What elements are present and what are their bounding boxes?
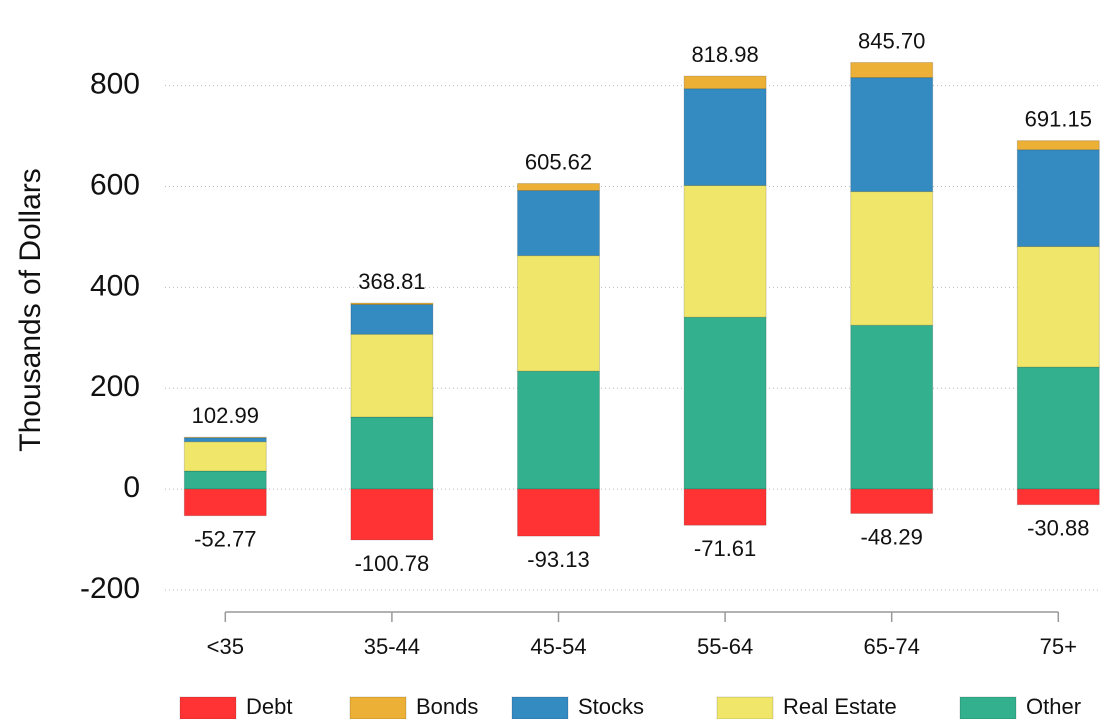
bar-segment	[517, 255, 600, 372]
bar-segment	[517, 182, 600, 192]
bar-segment	[350, 333, 434, 418]
legend-swatch	[179, 696, 237, 720]
bar-segment	[350, 302, 434, 306]
total-label: 368.81	[358, 269, 425, 294]
bar-segment	[1016, 140, 1100, 151]
bar-segment	[683, 488, 767, 526]
bar-segment	[683, 88, 767, 187]
bar-segment	[850, 61, 934, 79]
bar-segment	[1016, 246, 1100, 368]
legend-label: Debt	[246, 694, 292, 719]
total-label: 102.99	[192, 403, 259, 428]
debt-label: -30.88	[1027, 516, 1089, 541]
y-tick-label: 200	[90, 370, 140, 403]
bar-segment	[517, 488, 600, 537]
bar-segment	[850, 191, 934, 326]
x-tick-label: 55-64	[697, 634, 753, 659]
bar-segment	[517, 370, 600, 490]
debt-label: -52.77	[194, 527, 256, 552]
y-tick-label: 400	[90, 269, 140, 302]
bar-segment	[1016, 488, 1100, 506]
legend-swatch	[716, 696, 774, 720]
bar-segment	[183, 436, 267, 439]
bar-segment	[183, 437, 267, 443]
debt-label: -48.29	[861, 524, 923, 549]
debt-label: -71.61	[694, 536, 756, 561]
legend-label: Bonds	[416, 694, 478, 719]
bar-segment	[850, 488, 934, 514]
total-label: 605.62	[525, 149, 592, 174]
y-tick-label: -200	[80, 572, 140, 605]
y-tick-label: 800	[90, 68, 140, 101]
bar-segment	[183, 470, 267, 490]
legend-swatch	[349, 696, 407, 720]
legend-label: Real Estate	[783, 694, 897, 719]
x-tick-label: 75+	[1040, 634, 1077, 659]
bar-segment	[1016, 366, 1100, 490]
legend-swatch	[959, 696, 1017, 720]
x-tick-label: <35	[207, 634, 244, 659]
bar-segment	[850, 324, 934, 490]
y-tick-label: 0	[123, 471, 140, 504]
bar-segment	[183, 441, 267, 472]
bar-segment	[183, 488, 267, 517]
bar-segment	[350, 416, 434, 490]
legend-label: Stocks	[578, 694, 644, 719]
y-axis-title: Thousands of Dollars	[14, 168, 47, 451]
debt-label: -100.78	[355, 551, 430, 576]
total-label: 845.70	[858, 28, 925, 53]
bar-segment	[517, 190, 600, 257]
bar-segment	[850, 77, 934, 193]
total-label: 691.15	[1025, 106, 1092, 131]
x-tick-label: 35-44	[364, 634, 420, 659]
bar-segment	[683, 316, 767, 490]
bar-segment	[683, 185, 767, 318]
x-tick-label: 45-54	[530, 634, 586, 659]
bar-segment	[350, 488, 434, 541]
bar-segment	[350, 304, 434, 335]
debt-label: -93.13	[527, 547, 589, 572]
x-tick-label: 65-74	[864, 634, 920, 659]
legend-swatch	[511, 696, 569, 720]
bar-segment	[1016, 149, 1100, 248]
y-tick-label: 600	[90, 168, 140, 201]
total-label: 818.98	[691, 42, 758, 67]
bar-segment	[683, 75, 767, 90]
legend-label: Other	[1026, 694, 1081, 719]
